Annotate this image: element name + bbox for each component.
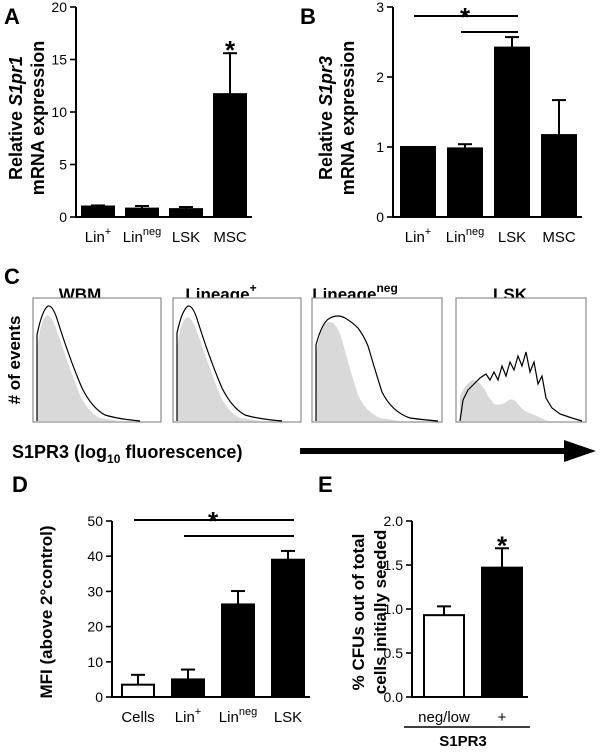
- y-tick-label: 50: [87, 513, 103, 529]
- y-tick-label: 3: [376, 0, 384, 15]
- chart-b: 0 1 2 3 Lin+ Linneg LSK MSC *: [376, 0, 582, 246]
- y-tick-label: 0.0: [384, 689, 404, 705]
- histogram-sample-line: [36, 305, 141, 422]
- x-tick-label: Linneg: [446, 226, 484, 246]
- x-tick-label: Cells: [121, 709, 154, 726]
- y-tick-label: 0.5: [384, 645, 404, 661]
- y-tick-label: 40: [87, 548, 103, 564]
- y-tick-label: 10: [51, 104, 67, 120]
- y-tick-label: 20: [51, 0, 67, 15]
- y-tick-label: 10: [87, 654, 103, 670]
- x-tick-label: Lin+: [405, 226, 431, 246]
- y-tick-label: 1.5: [384, 557, 404, 573]
- bar: [447, 147, 483, 218]
- x-tick-label: LSK: [274, 709, 302, 726]
- chart-b-ylabel-line2: mRNA expression: [338, 41, 358, 195]
- significance-star: *: [208, 506, 219, 536]
- bar: [481, 566, 523, 699]
- bar: [213, 93, 247, 218]
- histogram-lsk: [455, 297, 587, 423]
- histogram-control-fill: [177, 317, 262, 421]
- histogram-sample-line: [176, 305, 283, 422]
- bar: [221, 603, 255, 699]
- panel-label-e: E: [318, 472, 333, 497]
- histogram-sample-line: [459, 351, 583, 422]
- histogram-control-fill: [316, 321, 400, 421]
- bar: [271, 558, 305, 698]
- chart-a-ylabel-line2: mRNA expression: [28, 41, 48, 195]
- y-tick-label: 20: [87, 619, 103, 635]
- histogram-control-fill: [460, 380, 548, 421]
- x-tick-label: neg/low: [418, 709, 470, 726]
- histogram-wbm: [32, 297, 162, 423]
- bar: [494, 46, 530, 218]
- chart-e: 0.0 0.5 1.0 1.5 2.0 neg/low + *: [384, 513, 528, 726]
- histogram-lineage-neg: [311, 297, 443, 423]
- panel-label-d: D: [12, 472, 28, 497]
- panel-c: # of events WBM Lineage+ Lineageneg LSK: [5, 281, 596, 466]
- group-label-s1pr3: S1PR3: [439, 733, 487, 750]
- x-tick-label: Lin+: [175, 706, 201, 726]
- bar: [400, 146, 436, 218]
- chart-b-ylabel-line1: Relative S1pr3: [316, 56, 336, 180]
- y-tick-label: 0: [59, 209, 67, 225]
- x-tick-label: LSK: [172, 229, 200, 246]
- x-tick-label: MSC: [542, 229, 576, 246]
- y-tick-label: 2: [376, 69, 384, 85]
- panel-c-ylabel: # of events: [5, 316, 24, 405]
- chart-e-ylabel-line1: % CFUs out of total: [349, 534, 368, 691]
- panel-label-c: C: [4, 264, 20, 289]
- panel-label-a: A: [4, 4, 20, 29]
- panel-c-xlabel: S1PR3 (log10 fluorescence): [12, 442, 242, 466]
- y-tick-label: 0: [95, 689, 103, 705]
- bar: [169, 208, 203, 218]
- x-tick-label: LSK: [498, 229, 526, 246]
- x-tick-label: MSC: [213, 229, 247, 246]
- y-tick-label: 30: [87, 583, 103, 599]
- chart-d-ylabel: MFI (above 2°control): [37, 525, 56, 698]
- y-tick-label: 2.0: [384, 513, 404, 529]
- x-tick-label: Linneg: [219, 706, 257, 726]
- y-tick-label: 1: [376, 139, 384, 155]
- histogram-control-fill: [37, 315, 120, 421]
- bar: [423, 614, 465, 698]
- bar: [121, 683, 155, 698]
- significance-star: *: [497, 530, 508, 560]
- histogram-sample-line: [315, 315, 439, 422]
- chart-e-ylabel-line2: cells initially seeded: [371, 530, 390, 694]
- chart-a-ylabel-line1: Relative S1pr1: [6, 56, 26, 180]
- histogram-lineage-pos: [172, 297, 302, 423]
- bar: [541, 134, 577, 219]
- y-tick-label: 15: [51, 52, 67, 68]
- bar: [81, 205, 115, 218]
- y-tick-label: 1.0: [384, 601, 404, 617]
- x-tick-label: Lin+: [85, 226, 111, 246]
- significance-star: *: [460, 2, 471, 32]
- x-tick-label: Linneg: [123, 226, 161, 246]
- x-tick-label: +: [498, 709, 507, 726]
- significance-star: *: [225, 35, 236, 65]
- panel-label-b: B: [300, 4, 316, 29]
- y-tick-label: 5: [59, 157, 67, 173]
- bar: [125, 207, 159, 219]
- bar: [171, 678, 205, 699]
- chart-a: 0 5 10 15 20 Lin+ Linneg LSK MSC *: [51, 0, 252, 246]
- y-tick-label: 0: [376, 209, 384, 225]
- arrow-head: [564, 440, 596, 462]
- chart-d: 0 10 20 30 40 50 Cells Lin+ Linneg LSK *: [87, 506, 310, 726]
